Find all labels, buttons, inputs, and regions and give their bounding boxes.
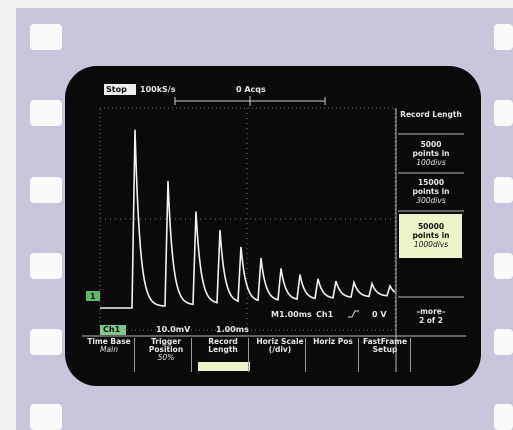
more-button[interactable]: –more–2 of 2: [398, 307, 464, 325]
points-label: points in: [412, 187, 449, 196]
points: 15000: [418, 178, 444, 187]
channel: Ch1: [103, 325, 120, 334]
divs: 300divs: [398, 196, 464, 205]
volts-per-div: 10.0mV: [156, 325, 190, 334]
menu-button[interactable]: Horiz Pos: [308, 338, 359, 372]
trigger-source: Ch1: [316, 310, 333, 319]
horizontal-readout: M1.00ms: [271, 310, 312, 319]
more: –more–: [416, 307, 445, 316]
time-per-div: 1.00ms: [216, 325, 249, 334]
divs: 1000divs: [398, 240, 464, 249]
points: 5000: [421, 140, 442, 149]
menu-value: 50%: [141, 354, 191, 362]
menu-button[interactable]: Horiz Scale (/div): [255, 338, 306, 372]
page: 2 of 2: [419, 316, 443, 325]
menu-label: FastFrame Setup: [363, 337, 407, 354]
divs: 100divs: [398, 158, 464, 167]
menu-value: Main: [84, 346, 134, 354]
trigger-level: 0 V: [372, 310, 387, 319]
sample-rate: 100kS/s: [140, 85, 175, 94]
points-label: points in: [412, 149, 449, 158]
acquisitions: 0 Acqs: [236, 85, 266, 94]
status-state: Stop: [106, 85, 127, 94]
side-menu-title: Record Length: [398, 110, 464, 119]
points: 50000: [418, 222, 444, 231]
menu-value: 50000: [198, 354, 248, 362]
menu-label: Horiz Pos: [313, 337, 353, 346]
screenshot: Stop 100kS/s 0 Acqs Record Length 5000po…: [0, 0, 513, 430]
channel-marker: 1: [90, 292, 96, 301]
points-label: points in: [412, 231, 449, 240]
menu-label: Record Length: [208, 337, 238, 354]
menu-button[interactable]: FastFrame Setup: [360, 338, 411, 372]
menu-label: Trigger Position: [149, 337, 183, 354]
menu-label: Horiz Scale (/div): [256, 337, 303, 354]
